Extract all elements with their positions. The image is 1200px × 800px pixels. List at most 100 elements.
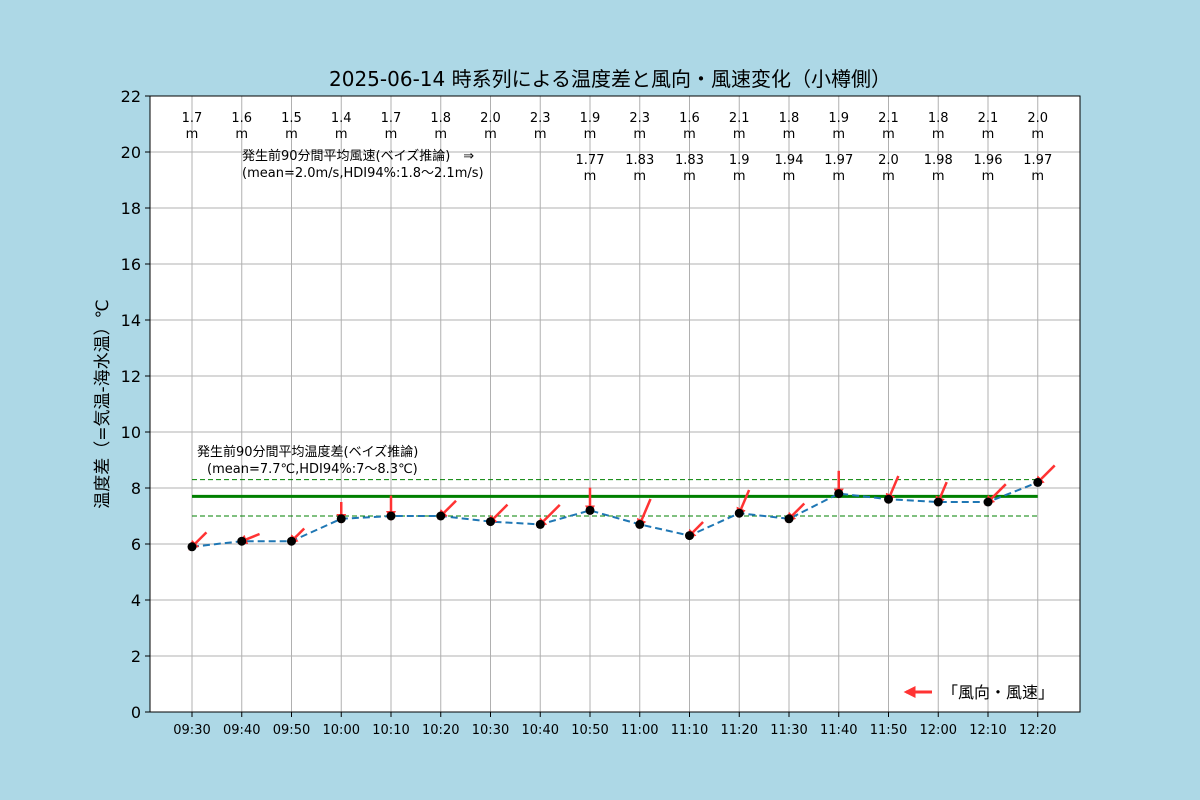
data-point bbox=[1033, 477, 1043, 487]
y-tick-label: 4 bbox=[131, 591, 141, 610]
wind-speed-label: 2.3 bbox=[530, 111, 551, 126]
x-tick-label: 10:50 bbox=[571, 723, 608, 738]
wind-speed-label: 2.1 bbox=[878, 111, 899, 126]
y-tick-label: 22 bbox=[121, 87, 141, 106]
wind-bayes-unit: m bbox=[633, 169, 646, 184]
data-point bbox=[884, 494, 893, 504]
x-tick-label: 11:10 bbox=[671, 723, 708, 738]
data-point bbox=[784, 514, 794, 524]
wind-speed-label: 2.1 bbox=[978, 111, 999, 126]
y-tick-label: 10 bbox=[121, 423, 141, 442]
data-point bbox=[486, 517, 495, 527]
wind-speed-unit: m bbox=[982, 127, 995, 142]
wind-speed-labels: 1.7m1.6m1.5m1.4m1.7m1.8m2.0m2.3m1.9m2.3m… bbox=[182, 111, 1048, 142]
x-tick-label: 10:30 bbox=[472, 723, 509, 738]
wind-speed-unit: m bbox=[584, 127, 597, 142]
wind-bayes-label: 1.97 bbox=[1023, 153, 1052, 168]
data-point bbox=[983, 497, 993, 507]
y-tick-label: 18 bbox=[121, 199, 141, 218]
x-tick-label: 12:00 bbox=[920, 723, 957, 738]
wind-speed-label: 2.3 bbox=[629, 111, 650, 126]
wind-speed-unit: m bbox=[783, 127, 796, 142]
data-point bbox=[287, 536, 296, 546]
data-point bbox=[635, 519, 645, 529]
wind-bayes-label: 1.94 bbox=[775, 153, 804, 168]
wind-speed-label: 2.1 bbox=[729, 111, 750, 126]
wind-speed-label: 1.6 bbox=[679, 111, 700, 126]
legend: 「風向・風速」 bbox=[903, 683, 1054, 702]
wind-speed-label: 1.7 bbox=[381, 111, 402, 126]
temp-annotation-line2: (mean=7.7℃,HDI94%:7～8.3℃) bbox=[207, 462, 418, 477]
x-tick-label: 10:20 bbox=[422, 723, 459, 738]
y-tick-label: 8 bbox=[131, 479, 141, 498]
y-tick-label: 2 bbox=[131, 647, 141, 666]
x-tick-label: 11:20 bbox=[721, 723, 758, 738]
temp-annotation-line1: 発生前90分間平均温度差(ベイズ推論) bbox=[197, 444, 418, 460]
plot-frame bbox=[149, 95, 1081, 713]
wind-speed-unit: m bbox=[683, 127, 696, 142]
wind-annotation-line1: 発生前90分間平均風速(ベイズ推論) ⇒ bbox=[242, 148, 474, 164]
wind-bayes-label: 1.83 bbox=[675, 153, 704, 168]
x-tick-label: 09:30 bbox=[173, 723, 210, 738]
x-tick-label: 11:30 bbox=[770, 723, 807, 738]
wind-speed-label: 1.9 bbox=[828, 111, 849, 126]
y-tick-label: 14 bbox=[121, 311, 141, 330]
wind-speed-unit: m bbox=[882, 127, 895, 142]
wind-speed-label: 1.9 bbox=[580, 111, 601, 126]
wind-bayes-labels: 1.77m1.83m1.83m1.9m1.94m1.97m2.0m1.98m1.… bbox=[576, 153, 1053, 184]
y-tick-label: 0 bbox=[131, 703, 141, 722]
wind-bayes-unit: m bbox=[1031, 169, 1044, 184]
wind-speed-label: 1.8 bbox=[430, 111, 451, 126]
wind-bayes-label: 1.77 bbox=[576, 153, 605, 168]
wind-bayes-unit: m bbox=[683, 169, 696, 184]
wind-speed-unit: m bbox=[932, 127, 945, 142]
series-line bbox=[191, 481, 1039, 548]
wind-speed-label: 2.0 bbox=[1027, 111, 1048, 126]
wind-bayes-unit: m bbox=[783, 169, 796, 184]
y-tick-label: 20 bbox=[121, 143, 141, 162]
data-point bbox=[336, 514, 346, 524]
wind-speed-unit: m bbox=[832, 127, 845, 142]
data-point bbox=[734, 508, 744, 518]
x-tick-label: 09:50 bbox=[273, 723, 310, 738]
x-tick-label: 09:40 bbox=[223, 723, 260, 738]
wind-bayes-unit: m bbox=[733, 169, 746, 184]
wind-bayes-label: 2.0 bbox=[878, 153, 899, 168]
wind-speed-unit: m bbox=[484, 127, 497, 142]
data-point bbox=[585, 505, 595, 515]
wind-speed-label: 1.8 bbox=[928, 111, 949, 126]
wind-bayes-unit: m bbox=[982, 169, 995, 184]
wind-bayes-unit: m bbox=[932, 169, 945, 184]
wind-bayes-unit: m bbox=[832, 169, 845, 184]
wind-annotation-line2: (mean=2.0m/s,HDI94%:1.8～2.1m/s) bbox=[242, 166, 484, 181]
wind-speed-label: 1.8 bbox=[779, 111, 800, 126]
y-tick-label: 16 bbox=[121, 255, 141, 274]
x-tick-label: 11:40 bbox=[820, 723, 857, 738]
x-axis: 09:30 09:40 09:50 10:00 10:10 10:20 10:30 10:40… bbox=[173, 712, 1056, 738]
data-point bbox=[436, 511, 446, 521]
wind-bayes-unit: m bbox=[584, 169, 597, 184]
y-axis-label: 温度差（=気温-海水温）℃ bbox=[93, 299, 113, 508]
wind-speed-label: 2.0 bbox=[480, 111, 501, 126]
data-point bbox=[834, 489, 844, 499]
x-tick-label: 11:50 bbox=[870, 723, 907, 738]
wind-speed-unit: m bbox=[534, 127, 547, 142]
wind-speed-unit: m bbox=[235, 127, 248, 142]
wind-bayes-label: 1.97 bbox=[824, 153, 853, 168]
x-tick-label: 10:00 bbox=[323, 723, 360, 738]
wind-speed-unit: m bbox=[385, 127, 398, 142]
wind-bayes-label: 1.96 bbox=[974, 153, 1003, 168]
y-tick-label: 6 bbox=[131, 535, 141, 554]
wind-speed-unit: m bbox=[633, 127, 646, 142]
y-tick-label: 12 bbox=[121, 367, 141, 386]
plot-area bbox=[150, 96, 1080, 712]
x-tick-label: 10:40 bbox=[522, 723, 559, 738]
wind-speed-unit: m bbox=[1031, 127, 1044, 142]
x-tick-label: 11:00 bbox=[621, 723, 658, 738]
wind-speed-unit: m bbox=[733, 127, 746, 142]
x-tick-label: 12:20 bbox=[1019, 723, 1056, 738]
wind-bayes-label: 1.98 bbox=[924, 153, 953, 168]
wind-bayes-label: 1.9 bbox=[729, 153, 750, 168]
data-point bbox=[535, 519, 545, 529]
